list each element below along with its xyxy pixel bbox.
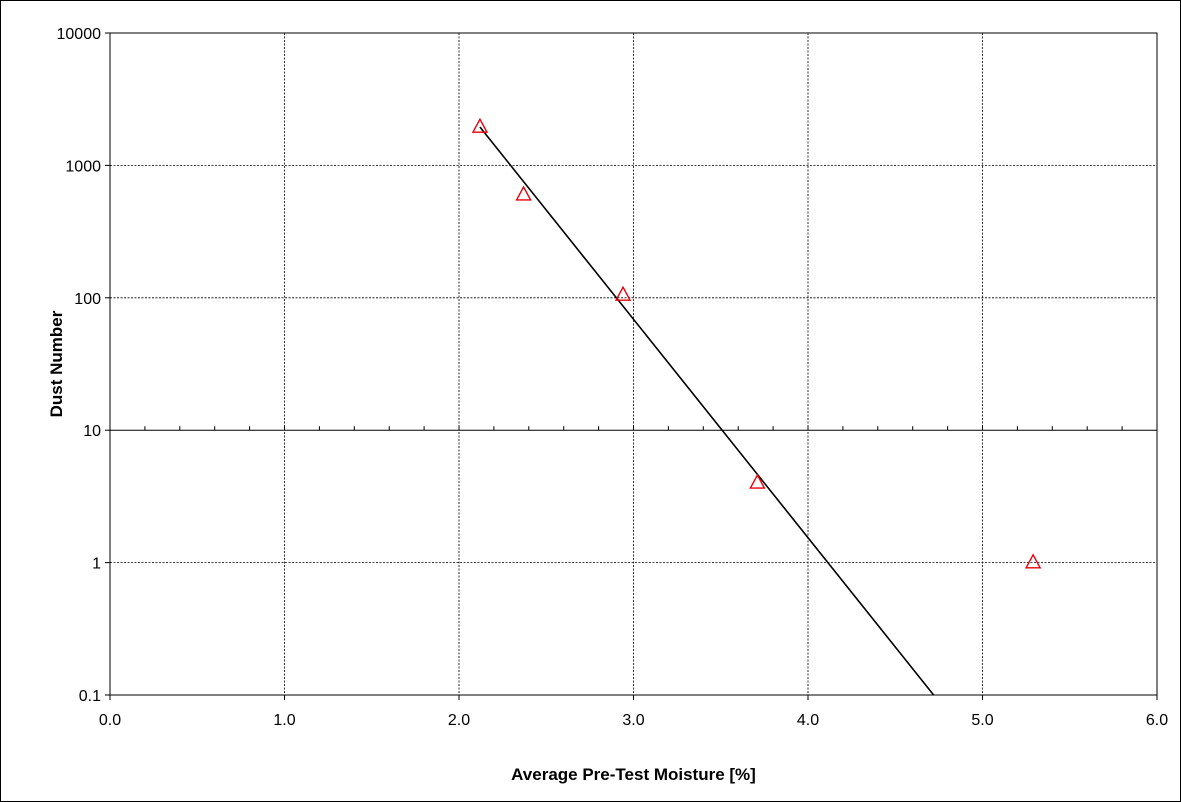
y-tick-labels: 0.1 1 10 100 1000 10000 [57,26,102,705]
x-tick-label: 0.0 [99,712,121,729]
data-point [614,285,632,301]
y-tick-label: 10000 [57,26,102,43]
trendline-layer [479,126,935,696]
x-tick-label: 5.0 [971,712,993,729]
data-point [471,117,489,133]
data-point [749,473,766,489]
x-tick-label: 2.0 [448,712,470,729]
grid [110,33,1157,695]
x-tick-label: 3.0 [622,712,644,729]
y-axis-title: Dust Number [47,310,66,417]
trendline [479,126,935,696]
x-axis-title: Average Pre-Test Moisture [%] [511,765,756,784]
x-tick-labels: 0.0 1.0 2.0 3.0 4.0 5.0 6.0 [99,712,1168,729]
y-tick-label: 1 [92,556,101,573]
y-tick-label: 10 [83,423,101,440]
y-tick-label: 1000 [65,158,101,175]
data-points [471,117,1042,569]
x-tick-label: 4.0 [797,712,819,729]
data-point [1024,553,1042,569]
data-point [515,185,532,201]
x-tick-label: 1.0 [273,712,295,729]
minor-ticks [105,32,1158,700]
y-tick-label: 100 [74,291,101,308]
x-tick-label: 6.0 [1146,712,1168,729]
y-tick-label: 0.1 [79,688,101,705]
